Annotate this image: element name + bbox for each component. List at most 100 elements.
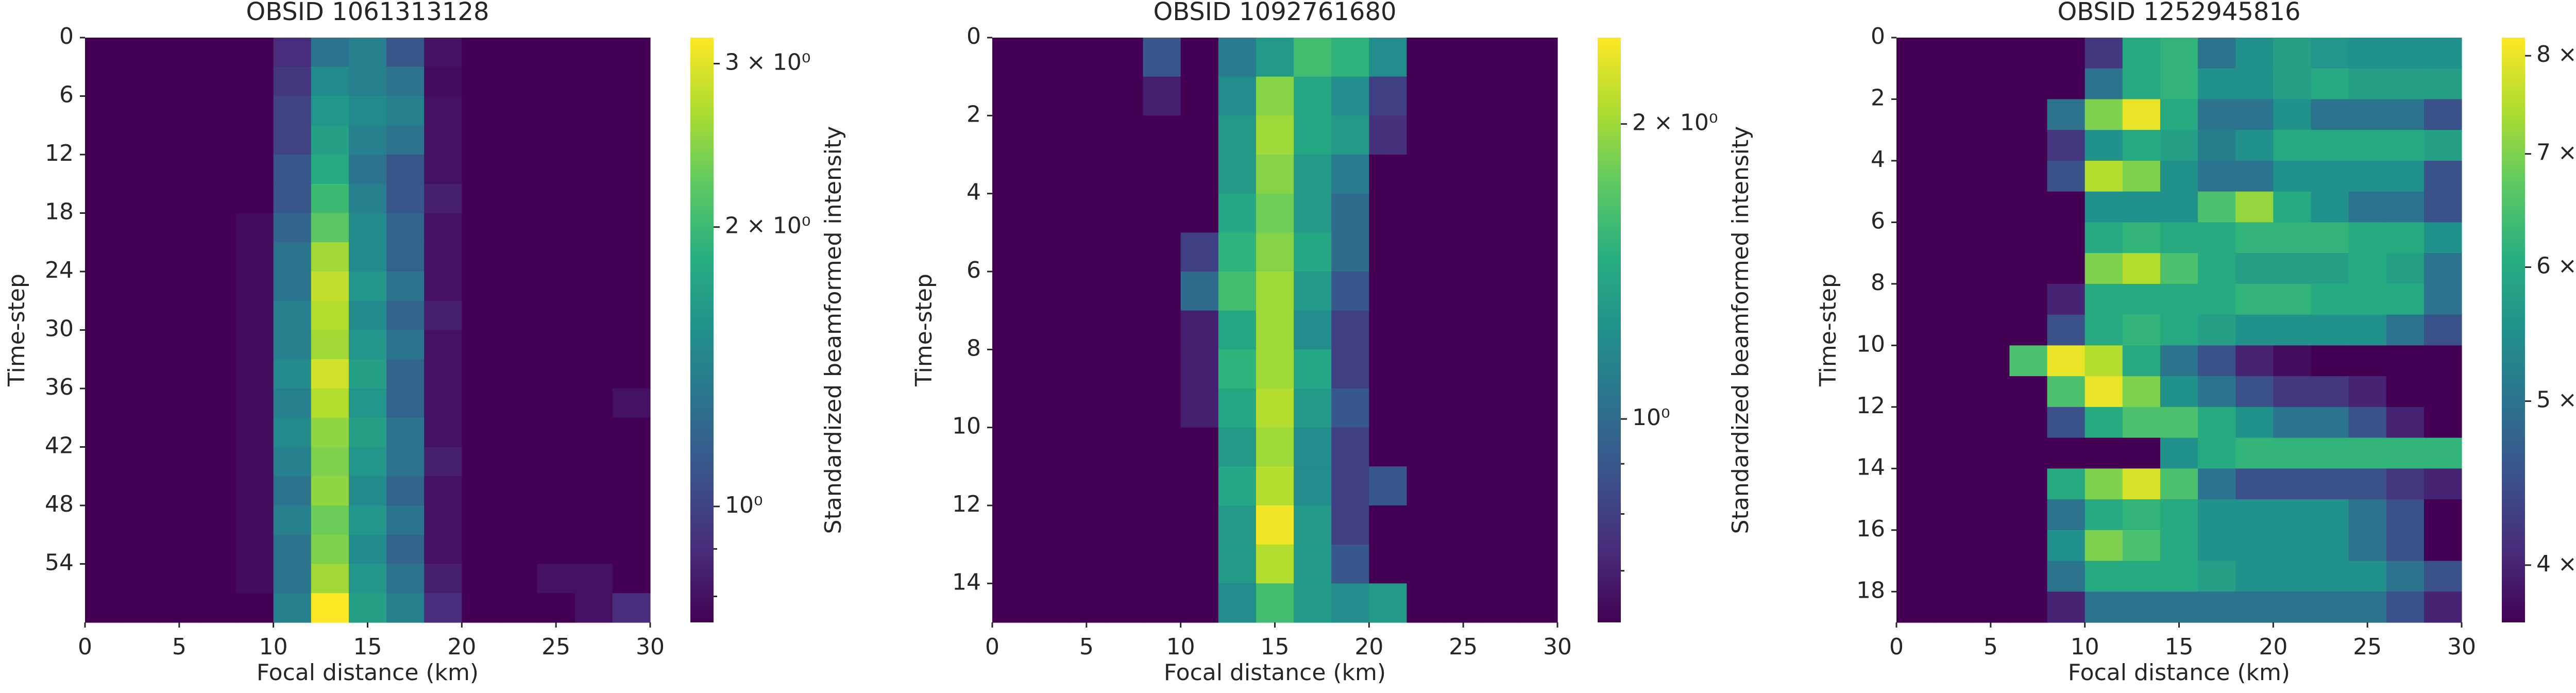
heatmap-cell — [2386, 345, 2425, 377]
heatmap-cell — [2311, 376, 2349, 408]
heatmap-cell — [386, 38, 425, 67]
heatmap-cell — [1030, 232, 1068, 272]
heatmap-cell — [499, 125, 538, 155]
heatmap-cell — [1934, 68, 1972, 100]
heatmap-cell — [1519, 388, 1558, 428]
heatmap-cell — [160, 125, 198, 155]
heatmap-cell — [462, 564, 500, 594]
heatmap-cell — [386, 242, 425, 272]
y-tick-label: 30 — [45, 316, 74, 342]
heatmap-cell — [2047, 345, 2086, 377]
heatmap-cell — [2273, 437, 2312, 469]
heatmap-cell — [1294, 38, 1332, 77]
heatmap-cell — [1972, 191, 2010, 223]
heatmap-cell — [612, 359, 651, 389]
heatmap-cell — [1030, 388, 1068, 428]
heatmap-cell — [537, 155, 575, 184]
heatmap-cell — [1444, 38, 1483, 77]
heatmap-cell — [2009, 191, 2048, 223]
heatmap-cell — [992, 232, 1030, 272]
heatmap-cell — [198, 388, 236, 418]
heatmap-cell — [2235, 561, 2274, 592]
heatmap-cell — [2047, 437, 2086, 469]
heatmap-cell — [198, 564, 236, 594]
heatmap-cell — [1143, 466, 1181, 506]
heatmap-cell — [1256, 583, 1294, 623]
heatmap-cell — [612, 300, 651, 331]
heatmap-cell — [2198, 591, 2236, 623]
heatmap-cell — [123, 534, 161, 565]
heatmap-cell — [348, 38, 387, 67]
heatmap-cell — [537, 505, 575, 535]
heatmap-cell — [2386, 130, 2425, 161]
heatmap-cell — [2424, 345, 2462, 377]
heatmap-cell — [1067, 193, 1106, 233]
heatmap-cell — [2235, 191, 2274, 223]
heatmap-cell — [198, 505, 236, 535]
x-tick-label: 10 — [1166, 634, 1195, 660]
heatmap-cell — [123, 564, 161, 594]
heatmap-cell — [1294, 349, 1332, 389]
heatmap-cell — [462, 155, 500, 184]
heatmap-cell — [160, 476, 198, 506]
heatmap-cell — [311, 564, 349, 594]
heatmap-cell — [348, 272, 387, 301]
heatmap-cell — [1934, 591, 1972, 623]
heatmap-cell — [2122, 314, 2161, 346]
heatmap-cell — [1331, 583, 1369, 623]
heatmap-cell — [1896, 68, 1935, 100]
heatmap-cell — [2122, 591, 2161, 623]
heatmap-cell — [235, 359, 274, 389]
colorbar-tick-label: 10⁰ — [725, 492, 763, 518]
heatmap-cell — [273, 593, 312, 623]
heatmap-cell — [1972, 130, 2010, 161]
heatmap-cell — [198, 38, 236, 67]
heatmap-cell — [85, 476, 123, 506]
heatmap-cell — [1180, 155, 1219, 194]
heatmap-cell — [2311, 314, 2349, 346]
heatmap-cell — [462, 300, 500, 331]
heatmap-cell — [992, 466, 1030, 506]
heatmap-cell — [160, 213, 198, 243]
heatmap-cell — [612, 125, 651, 155]
heatmap-cell — [424, 66, 462, 97]
heatmap-cell — [2198, 130, 2236, 161]
heatmap-cell — [1406, 38, 1445, 77]
heatmap-cell — [2348, 499, 2387, 531]
heatmap-cell — [2424, 253, 2462, 284]
heatmap-cell — [2122, 68, 2161, 100]
heatmap-cell — [992, 310, 1030, 350]
heatmap-cell — [2047, 99, 2086, 130]
heatmap-cell — [424, 388, 462, 418]
heatmap-cell — [1331, 155, 1369, 194]
heatmap-cell — [2084, 283, 2123, 315]
heatmap-cell — [1519, 272, 1558, 311]
heatmap-cell — [160, 38, 198, 67]
heatmap-cell — [499, 417, 538, 448]
heatmap-cell — [235, 155, 274, 184]
y-tick-label: 2 — [1871, 84, 1885, 111]
heatmap-cell — [2424, 68, 2462, 100]
heatmap-cell — [424, 447, 462, 477]
heatmap-cell — [1067, 583, 1106, 623]
heatmap-cell — [386, 213, 425, 243]
heatmap-cell — [2122, 499, 2161, 531]
heatmap-cell — [424, 183, 462, 214]
heatmap-cell — [1972, 437, 2010, 469]
heatmap-cell — [2122, 407, 2161, 438]
heatmap-cell — [574, 359, 613, 389]
heatmap-cell — [537, 183, 575, 214]
heatmap-cell — [2386, 253, 2425, 284]
heatmap-cell — [2348, 253, 2387, 284]
heatmap-cell — [2122, 191, 2161, 223]
heatmap-cell — [1369, 232, 1408, 272]
heatmap-cell — [992, 193, 1030, 233]
heatmap-cell — [160, 593, 198, 623]
heatmap-cell — [2273, 591, 2312, 623]
heatmap-cell — [2311, 222, 2349, 253]
heatmap-cell — [2348, 376, 2387, 408]
heatmap-cell — [2235, 130, 2274, 161]
heatmap-cell — [1444, 544, 1483, 584]
heatmap-cell — [2009, 591, 2048, 623]
heatmap-cell — [311, 388, 349, 418]
